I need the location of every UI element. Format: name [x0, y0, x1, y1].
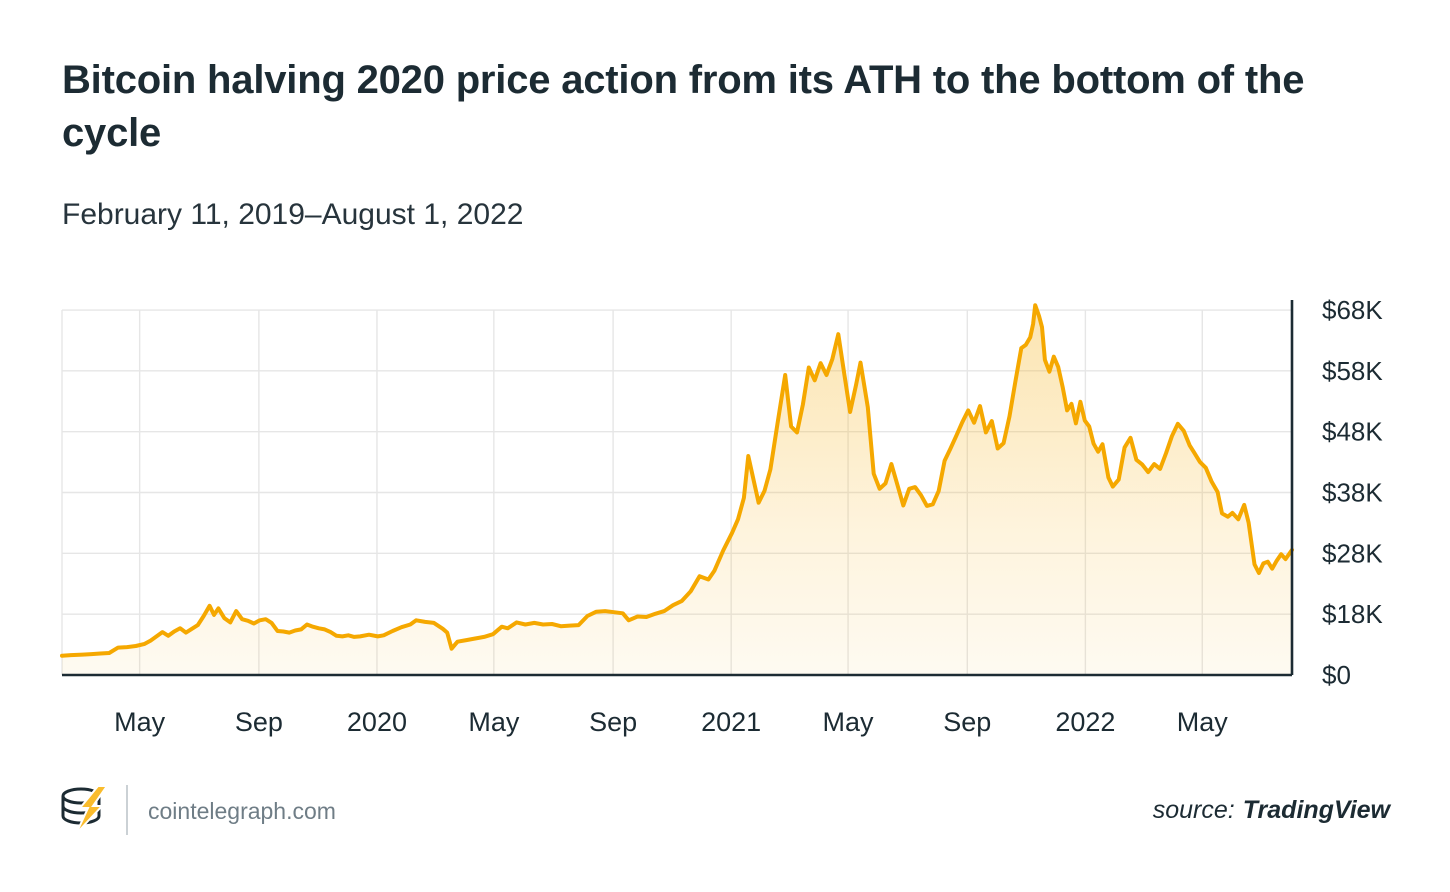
price-area — [62, 305, 1292, 675]
y-tick-label: $68K — [1322, 295, 1383, 325]
x-tick-label: 2021 — [701, 707, 761, 737]
y-tick-label: $18K — [1322, 599, 1383, 629]
x-tick-label: Sep — [235, 707, 283, 737]
y-tick-label: $58K — [1322, 356, 1383, 386]
footer-divider — [126, 785, 128, 835]
page-subtitle: February 11, 2019–August 1, 2022 — [62, 198, 524, 231]
x-tick-label: Sep — [589, 707, 637, 737]
footer: cointelegraph.com source: TradingView — [58, 782, 1392, 842]
page-title: Bitcoin halving 2020 price action from i… — [62, 58, 1305, 155]
x-tick-label: May — [823, 707, 875, 737]
x-tick-label: 2020 — [347, 707, 407, 737]
y-tick-label: $0 — [1322, 660, 1351, 690]
site-name: cointelegraph.com — [148, 798, 336, 824]
y-tick-label: $48K — [1322, 417, 1383, 447]
cointelegraph-logo-icon — [58, 784, 110, 836]
source-label: source: — [1152, 796, 1235, 824]
x-tick-label: 2022 — [1055, 707, 1115, 737]
x-tick-label: May — [114, 707, 166, 737]
x-tick-label: May — [1177, 707, 1229, 737]
source-credit: source: TradingView — [1153, 796, 1390, 825]
price-line — [60, 303, 1294, 658]
source-value: TradingView — [1242, 796, 1390, 824]
y-tick-label: $28K — [1322, 538, 1383, 568]
x-tick-label: May — [468, 707, 520, 737]
x-tick-label: Sep — [943, 707, 991, 737]
y-tick-label: $38K — [1322, 478, 1383, 508]
